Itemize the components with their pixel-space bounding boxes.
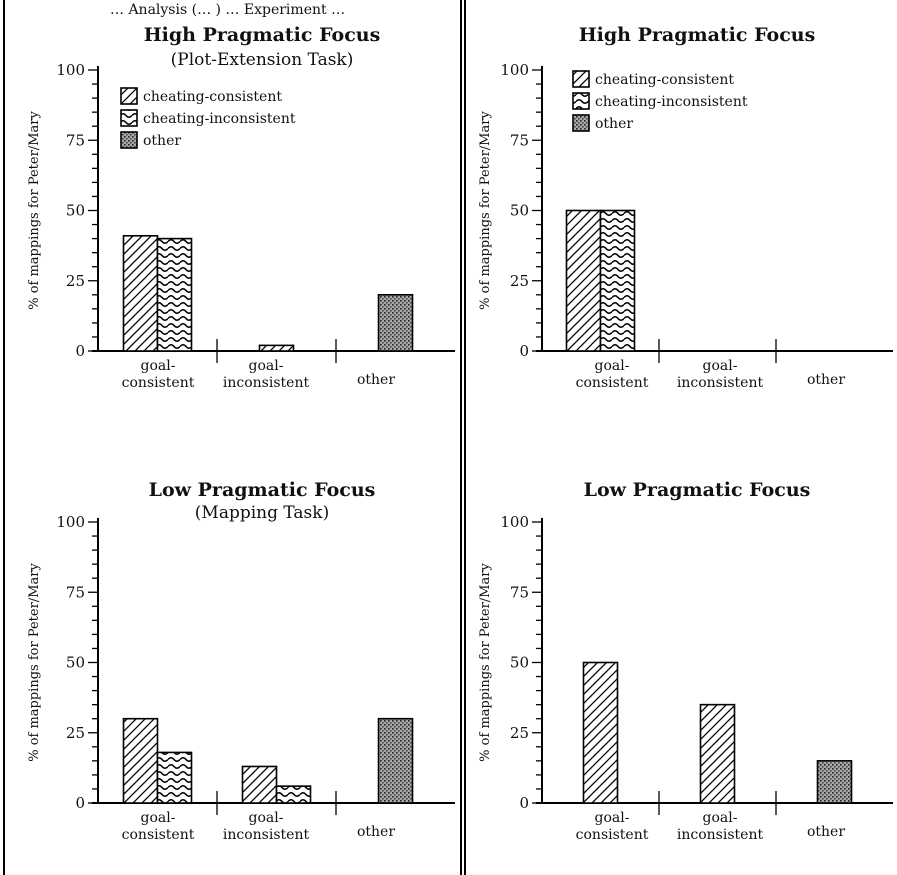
legend-swatch <box>572 92 590 110</box>
y-tick-label: 25 <box>510 272 529 290</box>
x-category-label: goal- <box>703 358 738 374</box>
y-tick-label: 25 <box>66 724 85 742</box>
legend-label: other <box>143 133 181 149</box>
bar-cheating-inconsistent <box>599 209 636 352</box>
x-category-label: inconsistent <box>677 375 764 391</box>
top-cropped-header: … Analysis (… ) … Experiment … <box>110 2 345 18</box>
x-category-label: other <box>357 372 395 388</box>
y-tick-label: 100 <box>56 61 85 79</box>
y-axis-label: % of mappings for Peter/Mary <box>27 111 42 310</box>
bar-cheating-consistent <box>122 717 159 804</box>
chart-title: Low Pragmatic Focus <box>584 479 811 501</box>
y-tick-label: 75 <box>510 131 529 149</box>
y-tick-label: 100 <box>500 513 529 531</box>
x-category-label: consistent <box>576 827 649 843</box>
y-tick-label: 50 <box>510 654 529 672</box>
chart-title: High Pragmatic Focus <box>579 24 816 46</box>
legend: cheating-consistent cheating-inconsistent… <box>120 87 296 149</box>
bar-cheating-consistent <box>241 765 278 804</box>
x-category-label: inconsistent <box>677 827 764 843</box>
y-axis-label: % of mappings for Peter/Mary <box>478 111 493 310</box>
legend-label: cheating-consistent <box>595 72 734 88</box>
legend-swatch <box>120 131 138 149</box>
bar-other <box>377 717 414 804</box>
y-tick-label: 100 <box>500 61 529 79</box>
x-category-label: consistent <box>576 375 649 391</box>
y-tick-label: 0 <box>75 342 85 360</box>
legend-label: cheating-inconsistent <box>143 111 296 127</box>
bar-cheating-inconsistent <box>156 237 193 352</box>
bar-cheating-consistent <box>699 703 736 804</box>
x-category-label: goal- <box>249 358 284 374</box>
x-category-label: goal- <box>703 810 738 826</box>
chart-panel-3: Low Pragmatic Focus(Mapping Task) % of ma… <box>27 479 455 843</box>
legend-swatch <box>572 114 590 132</box>
x-category-label: other <box>807 372 845 388</box>
legend-swatch <box>120 109 138 127</box>
y-tick-label: 0 <box>519 794 529 812</box>
x-category-label: other <box>357 824 395 840</box>
chart-subtitle: (Mapping Task) <box>195 503 329 523</box>
x-category-label: goal- <box>595 358 630 374</box>
legend-swatch <box>120 87 138 105</box>
chart-subtitle: (Plot-Extension Task) <box>171 50 354 70</box>
bar-other <box>377 293 414 352</box>
y-tick-label: 50 <box>66 654 85 672</box>
y-tick-label: 75 <box>510 583 529 601</box>
y-tick-label: 0 <box>519 342 529 360</box>
y-tick-label: 0 <box>75 794 85 812</box>
y-tick-label: 75 <box>66 583 85 601</box>
legend-label: cheating-consistent <box>143 89 282 105</box>
bar-cheating-inconsistent <box>156 751 193 804</box>
x-category-label: other <box>807 824 845 840</box>
y-tick-label: 75 <box>66 131 85 149</box>
x-category-label: inconsistent <box>223 827 310 843</box>
bar-cheating-consistent <box>122 234 159 352</box>
bar-cheating-consistent <box>565 209 602 352</box>
x-category-label: goal- <box>595 810 630 826</box>
legend-swatch <box>572 70 590 88</box>
bar-cheating-inconsistent <box>275 785 312 804</box>
chart-panel-4: Low Pragmatic Focus % of mappings for Pet… <box>478 479 893 843</box>
y-tick-label: 50 <box>66 202 85 220</box>
chart-title: High Pragmatic Focus <box>144 24 381 46</box>
x-category-label: consistent <box>122 375 195 391</box>
y-tick-label: 25 <box>510 724 529 742</box>
legend: cheating-consistent cheating-inconsistent… <box>572 70 748 132</box>
chart-panel-2: High Pragmatic Focus % of mappings for Pe… <box>478 24 893 391</box>
legend-label: other <box>595 116 633 132</box>
y-tick-label: 25 <box>66 272 85 290</box>
x-category-label: goal- <box>249 810 284 826</box>
chart-panel-1: High Pragmatic Focus (Plot-Extension Task… <box>27 24 455 391</box>
y-tick-label: 100 <box>56 513 85 531</box>
x-category-label: goal- <box>141 358 176 374</box>
y-tick-label: 50 <box>510 202 529 220</box>
bar-cheating-consistent <box>258 344 295 352</box>
bar-other <box>816 760 853 804</box>
y-axis-label: % of mappings for Peter/Mary <box>478 563 493 762</box>
bar-cheating-consistent <box>582 661 619 804</box>
x-category-label: inconsistent <box>223 375 310 391</box>
y-axis-label: % of mappings for Peter/Mary <box>27 563 42 762</box>
chart-title: Low Pragmatic Focus <box>149 479 376 501</box>
legend-label: cheating-inconsistent <box>595 94 748 110</box>
charts-root: High Pragmatic Focus (Plot-Extension Task… <box>27 24 893 843</box>
x-category-label: goal- <box>141 810 176 826</box>
x-category-label: consistent <box>122 827 195 843</box>
